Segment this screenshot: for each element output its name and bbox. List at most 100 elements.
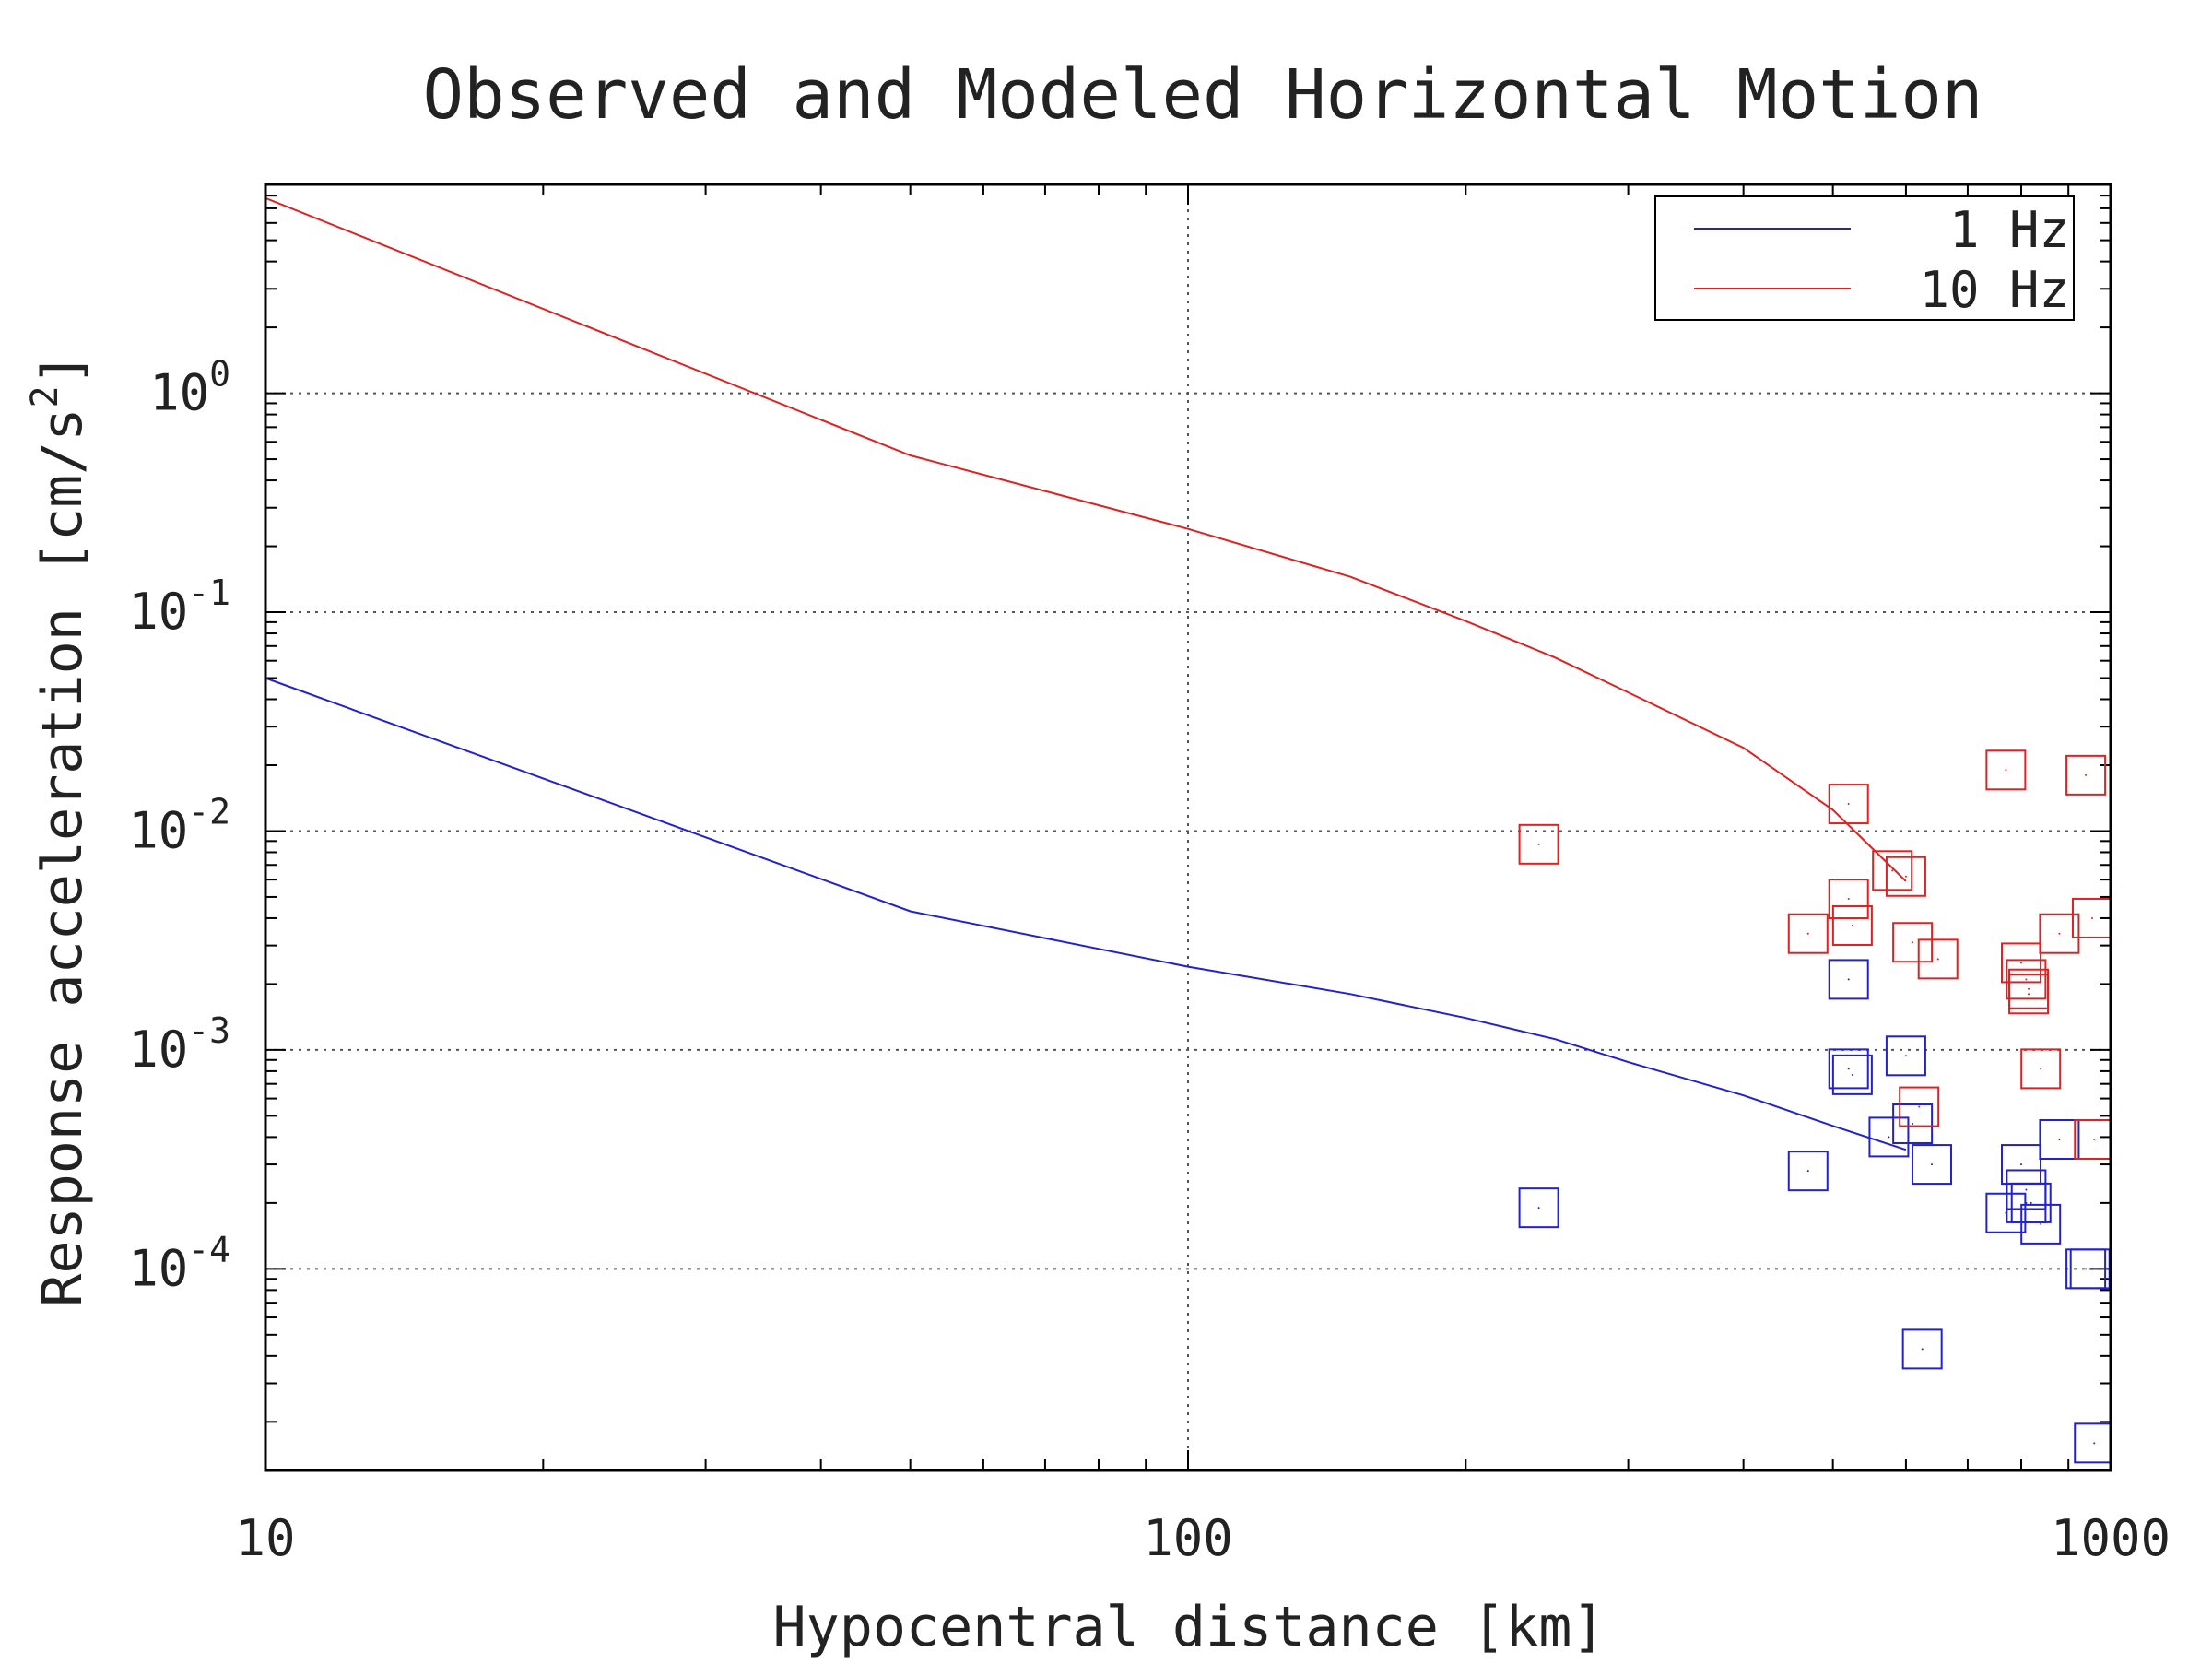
y-tick-label: 10-1 — [128, 572, 230, 641]
x-tick-label: 1000 — [2051, 1509, 2171, 1567]
observed-point-1hz — [2020, 1203, 2062, 1245]
observed-point-center-1hz — [2088, 1268, 2091, 1270]
y-axis-label-end: ] — [30, 352, 95, 385]
observed-point-center-10hz — [1918, 1105, 1921, 1108]
y-tick-label: 10-4 — [128, 1229, 230, 1297]
observed-point-1hz — [1911, 1144, 1952, 1186]
observed-point-center-10hz — [2005, 769, 2007, 772]
y-tick-label-base: 10 — [128, 1021, 188, 1079]
observed-point-center-10hz — [1912, 941, 1914, 944]
y-tick-label-base: 10 — [128, 1239, 188, 1297]
series-layer — [265, 196, 2111, 1464]
model-line-10hz — [265, 196, 1907, 882]
observed-point-center-10hz — [1806, 932, 1809, 935]
observed-point-center-1hz — [1537, 1207, 1540, 1210]
y-axis-label: Response acceleration [cm/s2] — [24, 352, 95, 1307]
observed-point-center-1hz — [2093, 1442, 2096, 1445]
chart-title: Observed and Modeled Horizontal Motion — [423, 55, 1983, 135]
observed-point-center-10hz — [1904, 875, 1907, 878]
observed-point-1hz — [1828, 959, 1869, 1000]
observed-point-center-10hz — [2040, 1068, 2042, 1070]
observed-point-center-10hz — [2025, 978, 2028, 981]
legend-box — [1654, 195, 2075, 321]
observed-point-center-1hz — [2058, 1139, 2061, 1141]
minor-ticks — [265, 183, 2111, 1470]
observed-point-10hz — [1885, 856, 1926, 897]
observed-point-10hz — [2000, 942, 2041, 984]
observed-point-10hz — [2039, 913, 2080, 954]
y-tick-label-base: 10 — [128, 801, 188, 859]
observed-point-10hz — [1787, 913, 1829, 954]
observed-point-center-1hz — [1847, 978, 1850, 981]
observed-point-1hz — [1831, 1054, 1873, 1095]
observed-point-1hz — [1868, 1116, 1910, 1158]
x-tick-label: 100 — [1143, 1509, 1233, 1567]
observed-point-center-1hz — [2040, 1222, 2042, 1225]
observed-point-center-1hz — [1921, 1348, 1924, 1351]
x-tick-labels: 10 100 1000 — [235, 1509, 2171, 1567]
observed-point-center-10hz — [1537, 843, 1540, 845]
x-tick-label: 10 — [235, 1509, 295, 1567]
observed-point-center-10hz — [2085, 773, 2088, 776]
observed-point-10hz — [1828, 784, 1869, 825]
y-tick-label: 100 — [149, 354, 230, 422]
observed-point-10hz — [1917, 938, 1959, 980]
observed-point-center-1hz — [1912, 1122, 1914, 1125]
grid-lines — [265, 184, 2111, 1470]
observed-point-10hz — [2065, 754, 2107, 796]
observed-point-center-1hz — [1930, 1163, 1933, 1166]
observed-point-10hz — [1831, 904, 1873, 946]
model-line-1hz — [265, 677, 1907, 1151]
observed-point-10hz — [1828, 879, 1869, 920]
y-tick-label-exponent: -2 — [188, 791, 230, 832]
major-ticks — [265, 184, 2112, 1470]
observed-point-center-1hz — [1888, 1136, 1890, 1139]
observed-point-center-10hz — [2028, 993, 2030, 996]
y-tick-label-exponent: 0 — [209, 354, 230, 395]
observed-point-center-10hz — [1847, 898, 1850, 901]
observed-point-10hz — [1899, 1086, 1940, 1127]
observed-point-center-1hz — [2019, 1163, 2022, 1166]
observed-point-center-10hz — [2090, 916, 2093, 919]
y-tick-label-exponent: -1 — [188, 572, 230, 613]
observed-point-center-1hz — [1847, 1068, 1850, 1070]
y-tick-label-exponent: -4 — [188, 1229, 230, 1269]
observed-point-center-10hz — [1851, 924, 1853, 926]
y-axis-label-main: Response acceleration [cm/s — [30, 407, 95, 1306]
y-tick-label-exponent: -3 — [188, 1010, 230, 1051]
observed-point-1hz — [1885, 1035, 1926, 1077]
x-axis-label: Hypocentral distance [km] — [772, 1595, 1605, 1659]
observed-point-center-1hz — [2025, 1188, 2028, 1191]
observed-point-10hz — [2020, 1048, 2062, 1090]
observed-point-10hz — [2074, 1119, 2111, 1161]
observed-point-1hz — [1901, 1328, 1943, 1370]
observed-point-center-1hz — [2025, 1201, 2028, 1204]
observed-point-1hz — [1985, 1192, 2027, 1233]
observed-point-center-10hz — [2058, 932, 2061, 935]
observed-point-10hz — [2071, 897, 2111, 938]
observed-point-10hz — [2008, 974, 2050, 1015]
observed-point-center-10hz — [2028, 987, 2030, 990]
y-tick-label: 10-2 — [128, 791, 230, 859]
observed-point-center-10hz — [1936, 958, 1939, 961]
observed-point-center-10hz — [2019, 962, 2022, 964]
observed-point-center-10hz — [1891, 869, 1894, 872]
observed-point-1hz — [2074, 1422, 2111, 1464]
observed-point-1hz — [1787, 1151, 1829, 1192]
observed-point-center-1hz — [1904, 1055, 1907, 1057]
observed-point-1hz — [2010, 1182, 2052, 1223]
observed-point-10hz — [2006, 959, 2047, 1000]
y-tick-label-base: 10 — [128, 583, 188, 641]
observed-point-1hz — [2039, 1119, 2080, 1161]
y-tick-label-base: 10 — [149, 364, 209, 422]
observed-point-center-1hz — [2085, 1268, 2088, 1270]
observed-point-10hz — [1985, 749, 2027, 791]
observed-point-center-1hz — [2030, 1201, 2032, 1204]
observed-point-10hz — [1892, 922, 1934, 963]
observed-point-center-1hz — [1851, 1073, 1853, 1076]
observed-point-10hz — [1872, 850, 1913, 891]
y-tick-label: 10-3 — [128, 1010, 230, 1079]
observed-point-center-10hz — [1847, 803, 1850, 806]
